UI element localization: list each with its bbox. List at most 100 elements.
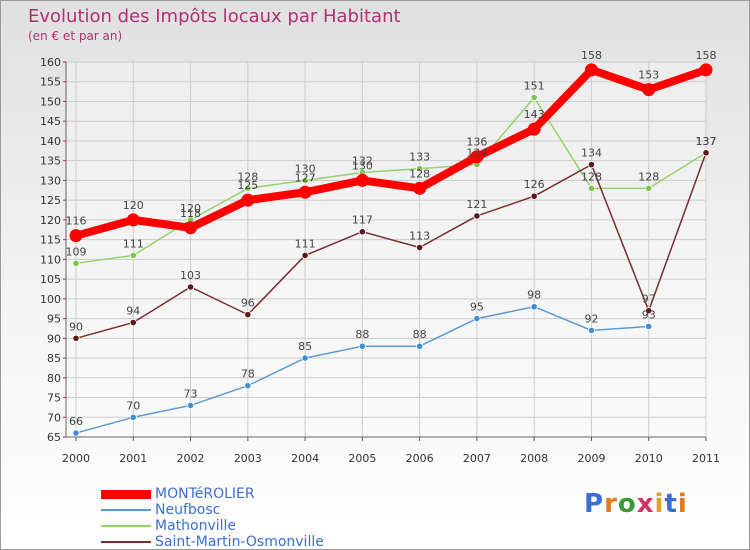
proxiti-logo: Proxiti (584, 489, 688, 519)
data-point-mont-rolier (413, 181, 427, 195)
x-tick-label: 2005 (348, 452, 376, 465)
legend-label: Neufbosc (155, 502, 221, 518)
x-tick-label: 2002 (177, 452, 205, 465)
data-point-saint-martin-osmonville (129, 318, 137, 327)
data-label-neufbosc: 95 (470, 301, 484, 314)
data-label-mont-rolier: 158 (696, 49, 717, 62)
logo-letter: t (664, 489, 678, 519)
x-tick-label: 2009 (577, 452, 605, 465)
chart-subtitle: (en € et par an) (28, 29, 123, 43)
legend-swatch (101, 541, 151, 543)
logo-letter: r (604, 489, 618, 519)
data-label-mont-rolier: 158 (581, 49, 602, 62)
y-tick-label: 150 (40, 95, 61, 108)
data-label-saint-martin-osmonville: 121 (466, 198, 487, 211)
x-tick-label: 2003 (234, 452, 262, 465)
y-tick-label: 105 (40, 273, 61, 286)
data-label-neufbosc: 85 (298, 340, 312, 353)
y-tick-label: 130 (40, 174, 61, 187)
x-tick-label: 2001 (119, 452, 147, 465)
x-tick-label: 2004 (291, 452, 319, 465)
data-point-neufbosc (358, 342, 366, 350)
data-point-saint-martin-osmonville (645, 307, 653, 315)
data-point-mont-rolier (184, 221, 198, 235)
data-label-mont-rolier: 120 (123, 199, 144, 212)
data-point-saint-martin-osmonville (358, 228, 366, 236)
chart-axes: 65 70 75 80 85 90 95 100 105 110 115 120 125 130 135 14… (40, 56, 720, 465)
data-point-neufbosc (72, 429, 80, 437)
data-point-neufbosc (587, 326, 596, 335)
data-point-mont-rolier (699, 63, 713, 77)
y-tick-label: 115 (40, 234, 61, 247)
y-tick-label: 90 (47, 332, 61, 345)
data-label-mathonville: 111 (123, 237, 144, 250)
data-point-mont-rolier (355, 173, 369, 187)
data-label-neufbosc: 78 (241, 368, 255, 381)
data-label-mont-rolier: 130 (352, 159, 373, 172)
y-tick-label: 120 (40, 214, 61, 227)
legend-swatch (101, 509, 151, 511)
data-point-mont-rolier (241, 193, 255, 207)
data-point-saint-martin-osmonville (244, 311, 252, 319)
data-point-neufbosc (301, 354, 309, 362)
data-point-mont-rolier (298, 185, 312, 199)
logo-letter: o (617, 489, 637, 519)
y-tick-label: 110 (40, 253, 61, 266)
data-point-mathonville (587, 184, 596, 192)
data-label-mathonville: 128 (581, 170, 602, 183)
data-label-saint-martin-osmonville: 111 (295, 237, 316, 250)
chart-title: Evolution des Impôts locaux par Habitant (28, 6, 401, 27)
data-label-saint-martin-osmonville: 97 (642, 293, 656, 306)
data-label-saint-martin-osmonville: 113 (409, 230, 430, 243)
data-label-neufbosc: 66 (69, 415, 83, 428)
data-label-mont-rolier: 153 (638, 69, 659, 82)
legend-label: Saint-Martin-Osmonville (155, 534, 324, 550)
data-point-mathonville (72, 259, 80, 267)
data-label-mathonville: 128 (638, 170, 659, 183)
data-label-mathonville: 120 (180, 202, 201, 215)
y-tick-label: 70 (47, 411, 61, 424)
x-tick-label: 2008 (520, 452, 548, 465)
logo-letter: x (636, 489, 655, 519)
data-point-mont-rolier (126, 213, 140, 227)
y-tick-label: 75 (47, 392, 61, 405)
data-label-mathonville: 134 (466, 147, 487, 160)
x-tick-label: 2007 (463, 452, 491, 465)
data-label-mathonville: 109 (66, 245, 87, 258)
legend-label: MONTéROLIER (155, 486, 255, 502)
data-label-mathonville: 132 (352, 155, 373, 168)
data-label-saint-martin-osmonville: 137 (696, 135, 717, 148)
data-label-mont-rolier: 125 (237, 179, 258, 192)
data-label-saint-martin-osmonville: 103 (180, 269, 201, 282)
data-point-neufbosc (530, 303, 538, 311)
legend-item-neufbosc: Neufbosc (101, 502, 324, 518)
logo-letter: P (584, 489, 605, 519)
data-point-neufbosc (129, 413, 137, 421)
data-point-neufbosc (473, 314, 481, 323)
data-point-mathonville (301, 176, 309, 185)
data-point-saint-martin-osmonville (301, 251, 309, 260)
data-point-mont-rolier (470, 150, 484, 164)
x-tick-label: 2000 (62, 452, 90, 465)
data-label-neufbosc: 88 (413, 328, 427, 341)
series-line-mont-rolier (72, 65, 710, 240)
legend-item-montérolier: MONTéROLIER (101, 486, 324, 502)
y-tick-label: 100 (40, 293, 61, 306)
data-label-saint-martin-osmonville: 96 (241, 297, 255, 310)
chart-grid (66, 61, 707, 438)
data-label-mathonville: 128 (237, 170, 258, 183)
data-point-mathonville (129, 251, 137, 260)
x-tick-label: 2010 (635, 452, 663, 465)
y-tick-label: 135 (40, 155, 61, 168)
data-label-mont-rolier: 143 (524, 108, 545, 121)
data-label-mont-rolier: 128 (409, 167, 430, 180)
data-label-neufbosc: 73 (184, 387, 198, 400)
y-tick-label: 155 (40, 76, 61, 89)
data-point-mont-rolier (584, 63, 598, 77)
data-label-saint-martin-osmonville: 90 (69, 320, 83, 333)
legend-label: Mathonville (155, 518, 237, 534)
data-label-saint-martin-osmonville: 126 (524, 178, 545, 191)
data-point-neufbosc (244, 382, 252, 390)
data-point-mont-rolier (69, 229, 83, 243)
